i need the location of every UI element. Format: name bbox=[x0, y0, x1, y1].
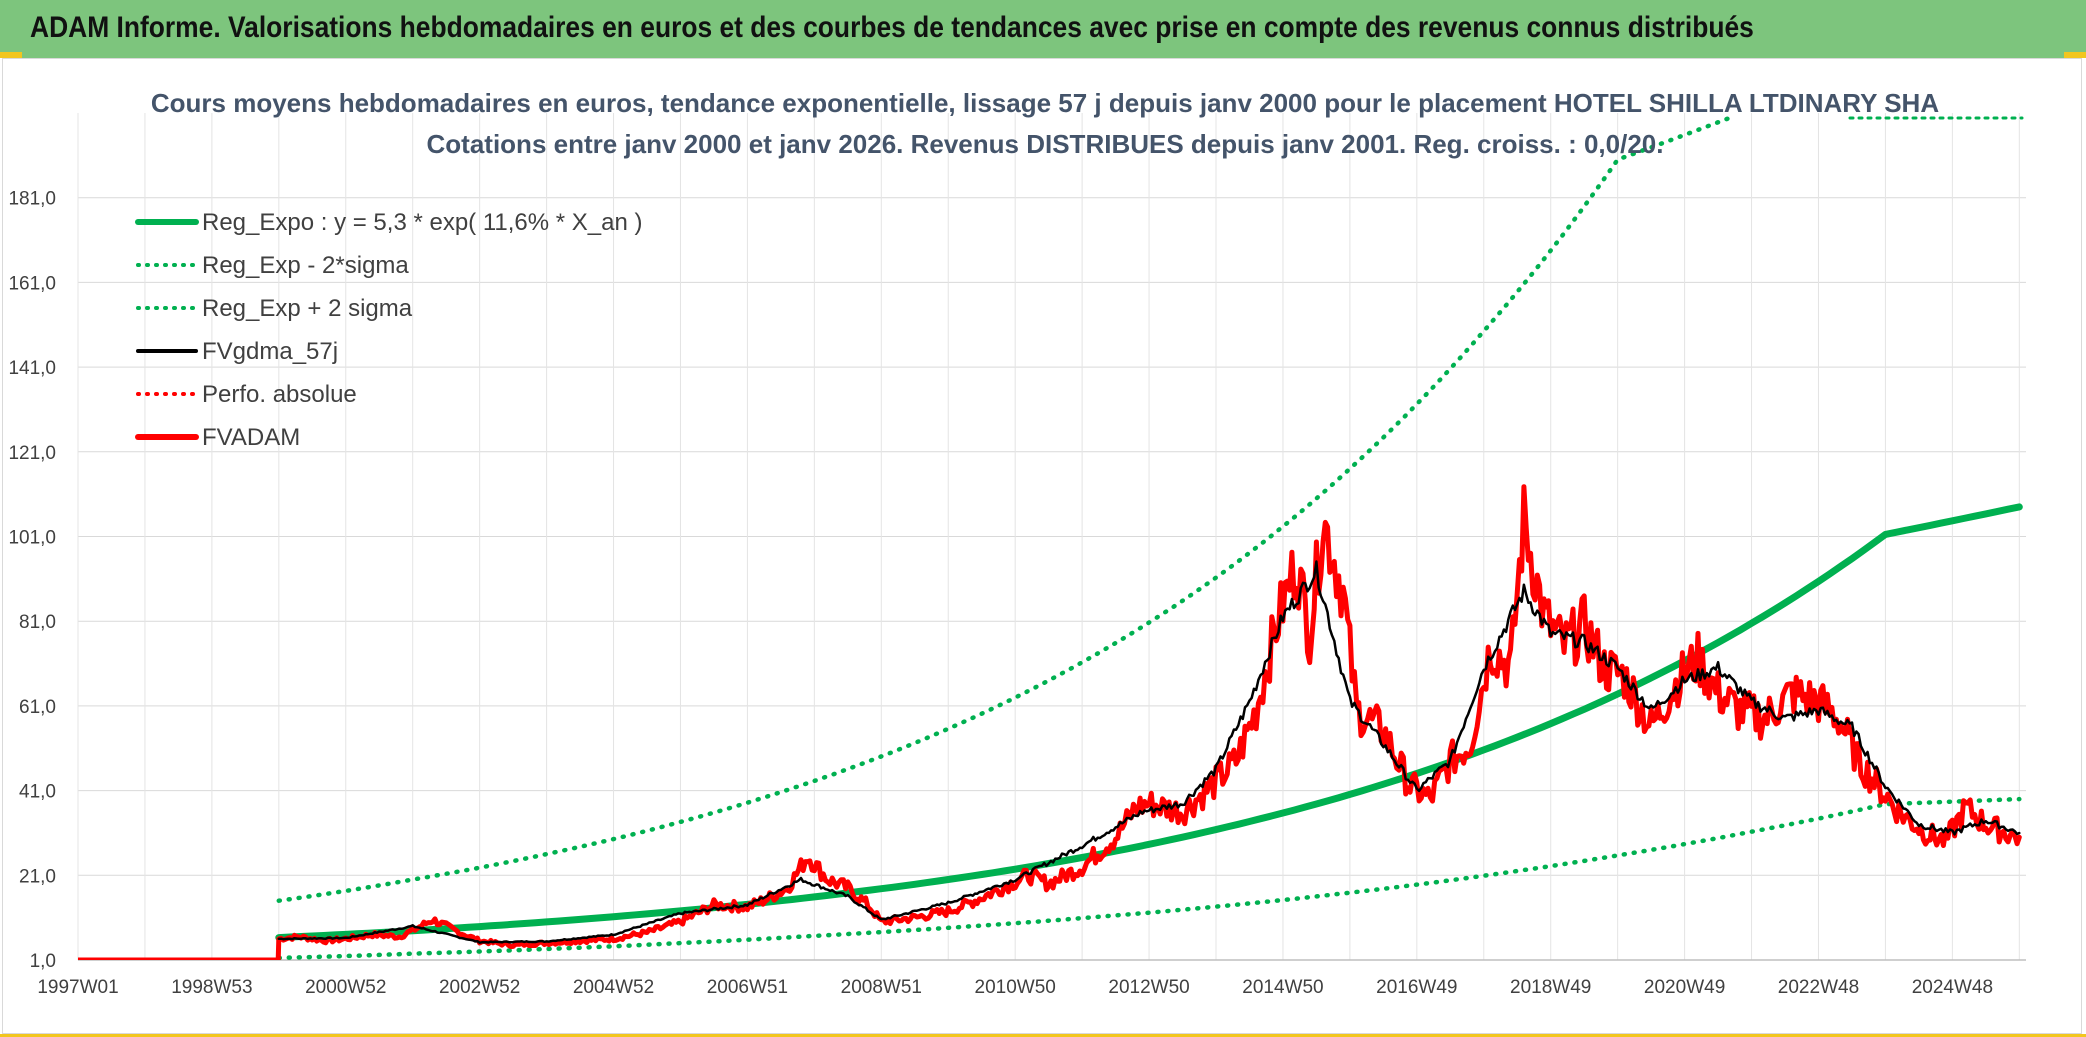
fvadam-line bbox=[78, 484, 2022, 960]
x-tick-label: 2008W51 bbox=[841, 977, 922, 998]
y-tick-label: 141,0 bbox=[8, 358, 56, 379]
reg-plus-2sigma-line bbox=[276, 114, 1734, 903]
x-tick-label: 2016W49 bbox=[1376, 977, 1457, 998]
x-tick-label: 2014W50 bbox=[1242, 977, 1323, 998]
x-tick-label: 2010W50 bbox=[975, 977, 1056, 998]
x-tick-label: 2022W48 bbox=[1778, 977, 1859, 998]
banner-accent-right bbox=[2064, 52, 2086, 58]
y-tick-label: 1,0 bbox=[30, 951, 56, 972]
legend-label: Perfo. absolue bbox=[202, 381, 357, 408]
y-tick-label: 181,0 bbox=[8, 189, 56, 210]
legend-label: Reg_Exp - 2*sigma bbox=[202, 252, 409, 279]
x-tick-label: 2020W49 bbox=[1644, 977, 1725, 998]
y-tick-label: 21,0 bbox=[19, 866, 56, 887]
x-axis-labels: 1997W01 1998W53 2000W52 2002W52 2004W52 2006W… bbox=[37, 977, 1993, 998]
chart-subtitle: Cotations entre janv 2000 et janv 2026. … bbox=[427, 129, 1664, 159]
chart-title: Cours moyens hebdomadaires en euros, ten… bbox=[151, 88, 1939, 118]
reg-minus-2sigma-line bbox=[276, 796, 2022, 960]
x-tick-label: 2024W48 bbox=[1912, 977, 1993, 998]
chart-frame bbox=[2, 58, 2082, 1034]
x-tick-label: 2002W52 bbox=[439, 977, 520, 998]
series-group bbox=[78, 114, 2023, 960]
legend-label: Reg_Exp + 2 sigma bbox=[202, 295, 413, 322]
x-tick-label: 2000W52 bbox=[305, 977, 386, 998]
x-tick-label: 2006W51 bbox=[707, 977, 788, 998]
report-title: ADAM Informe. Valorisations hebdomadaire… bbox=[30, 11, 1754, 44]
x-tick-label: 1997W01 bbox=[37, 977, 118, 998]
y-tick-label: 61,0 bbox=[19, 697, 56, 718]
legend-label: Reg_Expo : y = 5,3 * exp( 11,6% * X_an ) bbox=[202, 209, 642, 236]
grid bbox=[77, 113, 2026, 961]
y-tick-label: 101,0 bbox=[8, 528, 56, 549]
y-axis-labels: 1,0 21,0 41,0 61,0 81,0 101,0 121,0 141,0 161,0 1… bbox=[8, 189, 56, 972]
x-tick-label: 1998W53 bbox=[171, 977, 252, 998]
legend-label: FVgdma_57j bbox=[202, 338, 338, 365]
legend-label: FVADAM bbox=[202, 424, 300, 451]
y-tick-label: 121,0 bbox=[8, 443, 56, 464]
reg-expo-line bbox=[275, 503, 2023, 942]
x-tick-label: 2012W50 bbox=[1108, 977, 1189, 998]
legend: Reg_Expo : y = 5,3 * exp( 11,6% * X_an )… bbox=[135, 209, 642, 451]
bottom-accent bbox=[0, 1034, 2086, 1037]
header-banner: ADAM Informe. Valorisations hebdomadaire… bbox=[0, 0, 2086, 58]
y-tick-label: 81,0 bbox=[19, 612, 56, 633]
fvgdma-line bbox=[277, 560, 2021, 944]
x-tick-label: 2004W52 bbox=[573, 977, 654, 998]
banner-accent-left bbox=[0, 52, 22, 58]
y-tick-label: 161,0 bbox=[8, 273, 56, 294]
y-tick-label: 41,0 bbox=[19, 782, 56, 803]
x-tick-label: 2018W49 bbox=[1510, 977, 1591, 998]
